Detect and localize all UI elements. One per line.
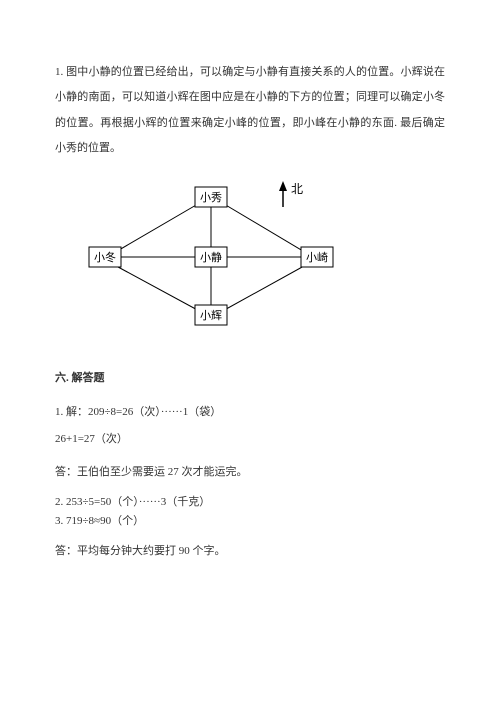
node-center: 小静 xyxy=(200,250,222,264)
node-top: 小秀 xyxy=(200,191,222,204)
node-left: 小冬 xyxy=(94,250,116,264)
answer-line-2: 26+1=27（次） xyxy=(55,427,445,452)
node-right: 小崎 xyxy=(306,250,328,264)
answer-line-5: 3. 719÷8≈90（个） xyxy=(55,513,445,531)
answer-line-3: 答：王伯伯至少需要运 27 次才能运完。 xyxy=(55,460,445,485)
answer-line-6: 答：平均每分钟大约要打 90 个字。 xyxy=(55,539,445,564)
answer-line-1: 1. 解：209÷8=26（次）······1（袋） xyxy=(55,400,445,425)
node-bottom: 小辉 xyxy=(200,309,222,322)
problem-paragraph: 1. 图中小静的位置已经给出，可以确定与小静有直接关系的人的位置。小辉说在小静的… xyxy=(55,60,445,161)
diagram-svg: 北 小秀 小冬 小静 小崎 小辉 xyxy=(85,179,345,334)
north-label: 北 xyxy=(291,182,303,196)
position-diagram: 北 小秀 小冬 小静 小崎 小辉 xyxy=(85,179,445,344)
answer-line-4: 2. 253÷5=50（个）······3（千克） xyxy=(55,494,445,512)
section-title: 六. 解答题 xyxy=(55,366,445,391)
